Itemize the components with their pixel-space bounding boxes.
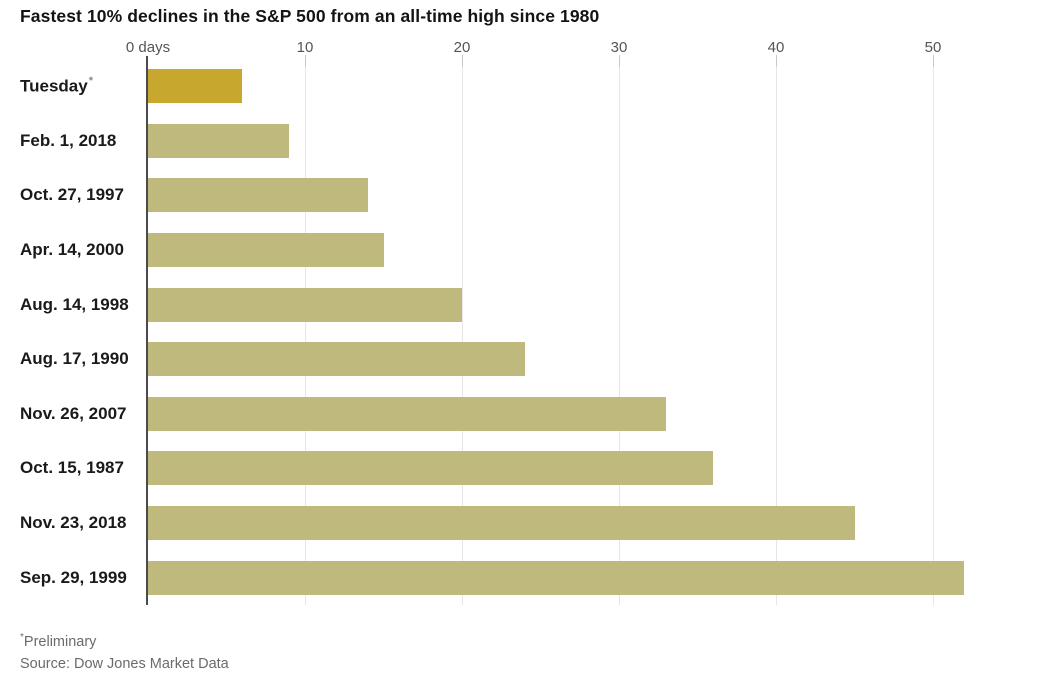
- bar-row: Feb. 1, 2018: [0, 114, 1050, 169]
- bar: [148, 560, 965, 595]
- bar-row: Nov. 23, 2018: [0, 496, 1050, 551]
- category-label: Tuesday*: [20, 74, 93, 96]
- footnote: *Preliminary: [20, 632, 96, 650]
- bar: [148, 451, 714, 486]
- bar: [148, 69, 243, 104]
- axis-tick-mark: [776, 55, 777, 67]
- gridline: [305, 55, 306, 605]
- gridline: [776, 55, 777, 605]
- category-label: Feb. 1, 2018: [20, 130, 117, 150]
- x-axis-tick-label: 40: [767, 39, 785, 56]
- x-axis-tick-label: 30: [610, 39, 628, 56]
- bar: [148, 123, 290, 158]
- category-label: Oct. 27, 1997: [20, 185, 124, 205]
- axis-tick-mark: [933, 55, 934, 67]
- footnote-text: Preliminary: [23, 633, 97, 650]
- source-attribution: Source: Dow Jones Market Data: [20, 656, 229, 672]
- bar: [148, 178, 368, 213]
- bar-row: Sep. 29, 1999: [0, 550, 1050, 605]
- category-label: Aug. 17, 1990: [20, 349, 129, 369]
- category-asterisk: *: [88, 74, 93, 87]
- footnote-asterisk: *: [20, 632, 24, 643]
- category-label: Sep. 29, 1999: [20, 567, 127, 587]
- bar-row: Aug. 14, 1998: [0, 277, 1050, 332]
- category-label: Oct. 15, 1987: [20, 458, 124, 478]
- axis-tick-mark: [305, 55, 306, 67]
- category-label: Nov. 23, 2018: [20, 513, 127, 533]
- category-label: Nov. 26, 2007: [20, 403, 127, 423]
- x-axis-tick-label: 20: [453, 39, 471, 56]
- x-axis-tick-label: 10: [296, 39, 314, 56]
- axis-tick-mark: [462, 55, 463, 67]
- x-axis-tick-label: 0 days: [125, 39, 171, 56]
- category-label: Apr. 14, 2000: [20, 240, 124, 260]
- y-axis-line: [146, 56, 148, 605]
- bar-row: Aug. 17, 1990: [0, 332, 1050, 387]
- gridline: [933, 55, 934, 605]
- bar-row: Oct. 15, 1987: [0, 441, 1050, 496]
- x-axis-tick-label: 50: [924, 39, 942, 56]
- bar-row: Oct. 27, 1997: [0, 168, 1050, 223]
- bar: [148, 506, 855, 541]
- chart-title: Fastest 10% declines in the S&P 500 from…: [20, 6, 600, 26]
- gridline: [462, 55, 463, 605]
- axis-tick-mark: [619, 55, 620, 67]
- bar: [148, 287, 462, 322]
- bar-rows: Tuesday* Feb. 1, 2018 Oct. 27, 1997 Apr. 14…: [0, 59, 1050, 605]
- bar: [148, 233, 384, 268]
- bar-row: Nov. 26, 2007: [0, 387, 1050, 442]
- bar-row: Apr. 14, 2000: [0, 223, 1050, 278]
- bar: [148, 396, 667, 431]
- bar: [148, 342, 525, 377]
- bar-row: Tuesday*: [0, 59, 1050, 114]
- gridline: [619, 55, 620, 605]
- category-label: Aug. 14, 1998: [20, 294, 129, 314]
